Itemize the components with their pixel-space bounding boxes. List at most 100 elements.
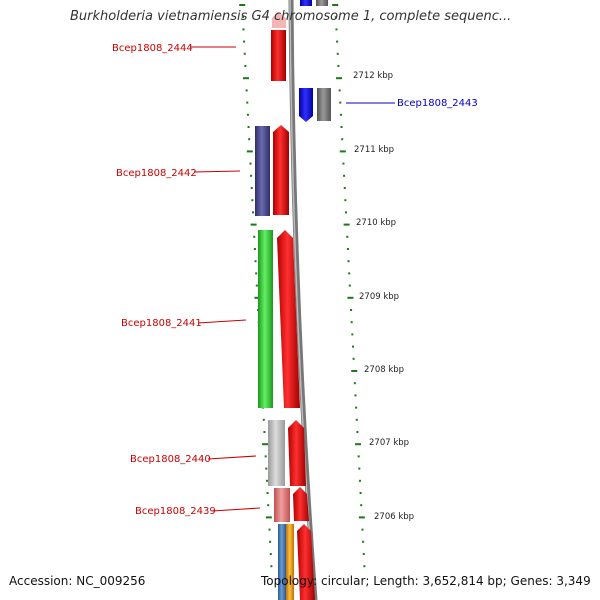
gene-label-2443[interactable]: Bcep1808_2443 [397, 98, 478, 109]
left-tick [247, 126, 250, 128]
left-tick [243, 52, 246, 55]
right-tick [357, 455, 360, 458]
left-tick [269, 540, 272, 543]
right-tick [339, 101, 342, 104]
right-tick [343, 187, 346, 189]
cds-blue-2443 [299, 88, 313, 122]
right-tick [350, 309, 353, 311]
left-tick [249, 162, 252, 165]
right-tick [351, 345, 354, 348]
leader-2439 [211, 507, 261, 512]
gene-label-2439[interactable]: Bcep1808_2439 [135, 506, 216, 517]
right-tick [347, 260, 350, 263]
topology-value: circular; [320, 574, 370, 588]
left-tick [253, 248, 256, 250]
left-tick [243, 40, 246, 43]
cds-red-2441 [277, 230, 300, 408]
accession-value: NC_009256 [76, 574, 146, 588]
right-tick [334, 16, 337, 19]
left-tick [241, 16, 244, 19]
right-tick [342, 162, 345, 165]
genes-value: 3,349 [556, 574, 591, 588]
right-tick [338, 89, 341, 92]
right-tick [360, 504, 363, 507]
accession-info: Accession: NC_009256 [9, 574, 145, 588]
cog-orange-bottom [286, 524, 294, 600]
map-title: Burkholderia vietnamiensis G4 chromosome… [70, 9, 512, 24]
left-tick [253, 235, 256, 238]
right-tick [355, 443, 362, 446]
left-tick [250, 223, 257, 226]
right-tick [344, 211, 347, 214]
right-tick [346, 235, 349, 238]
left-tick [244, 65, 247, 67]
length-value: 3,652,814 bp; [422, 574, 507, 588]
left-tick [250, 174, 253, 177]
right-tick [351, 333, 354, 336]
cds-red-bottom [297, 524, 315, 600]
right-tick [348, 272, 351, 275]
gene-label-2442[interactable]: Bcep1808_2442 [116, 168, 197, 179]
scale-label-2708: 2708 kbp [364, 365, 404, 375]
right-tick [359, 492, 362, 494]
right-tick [343, 174, 346, 177]
left-tick [262, 443, 269, 446]
right-tick [358, 516, 365, 519]
right-tick-rail [332, 4, 366, 568]
left-tick [254, 260, 257, 263]
accession-label: Accession: [9, 574, 73, 588]
left-tick [265, 467, 268, 470]
cds-gray-2443 [317, 88, 331, 121]
left-tick [246, 150, 253, 153]
scale-label-2710: 2710 kbp [356, 218, 396, 228]
left-tick [239, 4, 246, 6]
right-tick [362, 540, 365, 543]
left-tick [255, 272, 258, 275]
cds-red-2440 [288, 420, 306, 486]
scale-label-2712: 2712 kbp [353, 71, 393, 81]
gene-label-2440[interactable]: Bcep1808_2440 [130, 454, 211, 465]
left-tick [268, 528, 271, 531]
right-tick [336, 77, 343, 80]
right-tick [363, 565, 366, 568]
scale-label-2709: 2709 kbp [359, 292, 399, 302]
left-tick [269, 553, 272, 555]
left-tick [270, 565, 273, 568]
right-tick [352, 357, 355, 360]
leader-2440 [207, 455, 257, 460]
right-tick [336, 40, 339, 43]
left-tick [246, 113, 249, 116]
cds-red-2444-tip [272, 12, 286, 28]
left-tick [250, 187, 253, 189]
right-tick [355, 406, 358, 409]
cds-red-2439 [293, 487, 309, 521]
right-tick [341, 138, 344, 141]
cog-green-2441 [258, 230, 273, 408]
scale-label-2707: 2707 kbp [369, 438, 409, 448]
cds-gray-top-partial [316, 0, 328, 6]
topology-label: Topology: [261, 574, 318, 588]
cog-pink-2439 [274, 488, 290, 522]
gene-label-2444[interactable]: Bcep1808_2444 [112, 43, 193, 54]
right-tick [351, 370, 358, 372]
sequence-summary: Topology: circular; Length: 3,652,814 bp… [261, 574, 591, 588]
right-tick [343, 223, 350, 226]
right-tick [336, 52, 339, 55]
right-tick [355, 418, 358, 421]
left-tick [251, 199, 254, 202]
left-tick [265, 479, 268, 482]
left-tick [243, 77, 250, 80]
right-tick [358, 467, 361, 470]
right-tick [346, 248, 349, 250]
cds-blue-top-partial [300, 0, 312, 6]
right-tick [332, 4, 339, 6]
right-tick [356, 431, 359, 433]
right-tick [354, 394, 357, 397]
left-tick [255, 284, 258, 287]
cog-steelblue-bottom [278, 524, 286, 600]
gene-label-2441[interactable]: Bcep1808_2441 [121, 318, 202, 329]
left-tick [265, 516, 272, 519]
right-tick [350, 321, 353, 324]
right-tick [344, 199, 347, 202]
